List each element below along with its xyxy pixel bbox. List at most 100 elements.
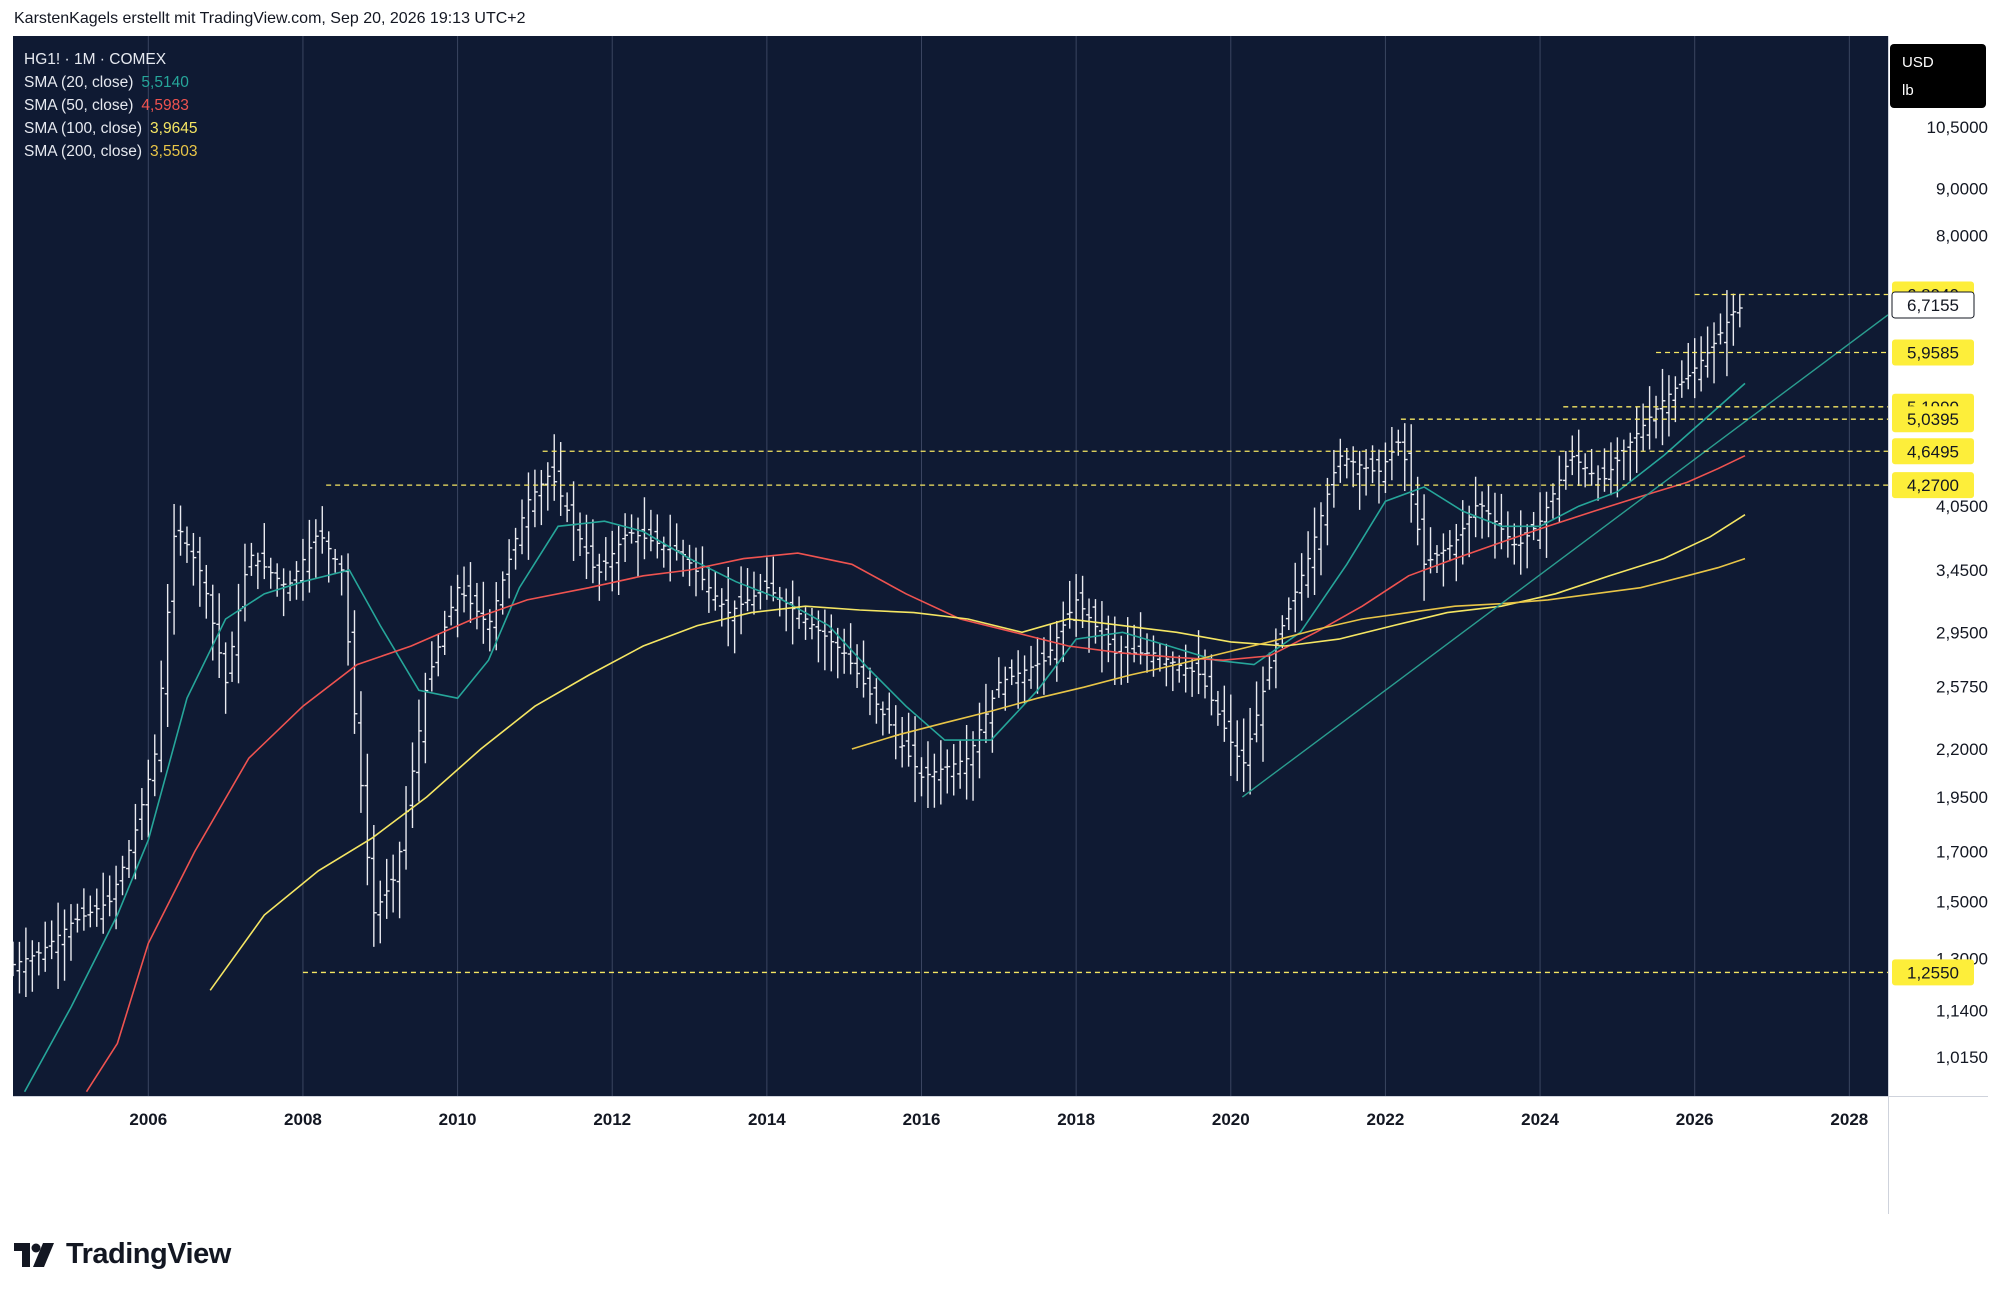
ohlc-bar: [164, 584, 171, 728]
ohlc-bar: [190, 532, 197, 586]
ohlc-bar: [1724, 290, 1730, 377]
ohlc-bar: [1382, 442, 1389, 494]
ohlc-bar: [731, 600, 738, 654]
ohlc-bar: [261, 523, 268, 580]
chart-canvas[interactable]: 2006 2008 2010 2012 2014 2016 2018 2020 2022 2024…: [13, 36, 1988, 1214]
ohlc-bar: [1556, 455, 1563, 523]
ohlc-bar: [1330, 449, 1337, 508]
ohlc-bar: [1388, 427, 1395, 481]
ohlc-bar: [1169, 651, 1176, 692]
ohlc-bar: [660, 536, 667, 568]
legend-sma-100-label: SMA (100, close): [24, 120, 143, 137]
ohlc-bar: [1221, 685, 1228, 742]
ohlc-bar: [860, 640, 867, 698]
ohlc-bar: [396, 841, 403, 919]
ohlc-bar: [209, 584, 216, 661]
ohlc-bar: [538, 469, 545, 526]
ohlc-bar: [1227, 694, 1234, 776]
ohlc-bar: [383, 858, 390, 919]
ohlc-bar: [635, 517, 641, 577]
ohlc-bar: [796, 596, 802, 629]
level-price-label: 5,0395: [1892, 406, 1974, 433]
ohlc-bar: [16, 941, 23, 994]
ohlc-bar: [1086, 598, 1092, 653]
legend-sma-20[interactable]: SMA (20, close) 5,5140: [24, 71, 197, 94]
ohlc-bar: [499, 571, 506, 615]
trendline: [1241, 314, 1888, 798]
ohlc-bar: [828, 614, 835, 672]
ohlc-bar: [931, 753, 938, 808]
ohlc-bar: [615, 526, 622, 596]
ohlc-bar: [1421, 494, 1427, 601]
ohlc-bar: [937, 740, 944, 805]
ohlc-bar: [1698, 336, 1705, 392]
ohlc-bar: [789, 580, 796, 645]
ohlc-bar: [13, 941, 16, 977]
level-price-label-text: 4,2700: [1907, 476, 1959, 495]
ohlc-bar: [1234, 720, 1241, 782]
legend-sma-50[interactable]: SMA (50, close) 4,5983: [24, 94, 197, 117]
legend-sma-200-label: SMA (200, close): [24, 143, 143, 160]
measure-unit[interactable]: lb: [1902, 82, 1914, 99]
tradingview-logo[interactable]: TradingView: [14, 1238, 231, 1271]
ohlc-bar: [325, 531, 332, 583]
plot-layer: [13, 36, 1888, 1096]
ohlc-bar: [873, 678, 880, 724]
ohlc-bar: [55, 902, 62, 989]
level-price-label-text: 5,9585: [1907, 344, 1959, 363]
ohlc-bar: [1214, 690, 1221, 726]
ohlc-bar: [744, 568, 751, 612]
ohlc-bar: [1176, 655, 1183, 683]
ohlc-bar: [519, 499, 525, 555]
ohlc-bar: [22, 927, 29, 998]
x-tick-label: 2006: [129, 1110, 167, 1129]
ohlc-bar: [68, 904, 74, 961]
ohlc-bar: [1633, 406, 1640, 473]
ohlc-bar: [441, 610, 448, 655]
ohlc-bar: [300, 538, 306, 601]
ohlc-bar: [1453, 523, 1460, 582]
ohlc-bar: [1131, 624, 1138, 663]
chart-frame[interactable]: 2006 2008 2010 2012 2014 2016 2018 2020 2022 2024…: [13, 36, 1988, 1214]
ohlc-bar: [841, 628, 848, 674]
ohlc-bar: [203, 564, 210, 619]
ohlc-bar: [145, 759, 152, 838]
ohlc-bar: [184, 526, 190, 563]
ohlc-bar: [602, 537, 609, 581]
ohlc-bar: [1569, 435, 1576, 476]
unit-selector[interactable]: USD lb: [1890, 44, 1986, 108]
ohlc-bar: [641, 497, 648, 560]
ohlc-bar: [1608, 442, 1614, 496]
ohlc-bar: [364, 753, 371, 886]
ohlc-bar: [474, 582, 480, 630]
ohlc-bar: [1047, 623, 1054, 666]
ohlc-bar: [525, 472, 532, 560]
ohlc-bar: [1253, 681, 1260, 743]
ohlc-bar: [1479, 491, 1485, 539]
x-tick-label: 2020: [1212, 1110, 1250, 1129]
ohlc-bar: [551, 434, 558, 501]
ohlc-bar: [467, 562, 474, 623]
x-tick-label: 2028: [1830, 1110, 1868, 1129]
ohlc-bar: [1498, 493, 1505, 550]
ohlc-bar: [358, 691, 364, 813]
legend-sma-100[interactable]: SMA (100, close) 3,9645: [24, 117, 197, 140]
last-price-label: 6,7155: [1891, 291, 1975, 319]
last-price-label-text: 6,7155: [1907, 296, 1959, 315]
ohlc-bar: [1240, 718, 1247, 792]
y-tick-label: 1,9500: [1936, 788, 1988, 807]
ohlc-bar: [1189, 658, 1196, 697]
ohlc-bar: [1685, 342, 1692, 390]
ohlc-bar: [80, 888, 87, 931]
ohlc-bar: [87, 895, 94, 928]
ohlc-bar: [1266, 652, 1273, 690]
ohlc-bar: [1272, 628, 1279, 689]
y-tick-label: 8,0000: [1936, 226, 1988, 245]
ohlc-bar: [557, 442, 564, 516]
ohlc-bar: [654, 514, 661, 559]
ohlc-bar: [274, 563, 281, 597]
currency-unit[interactable]: USD: [1902, 54, 1934, 71]
x-tick-label: 2022: [1367, 1110, 1405, 1129]
legend-sma-200[interactable]: SMA (200, close) 3,5503: [24, 140, 197, 163]
legend-symbol[interactable]: HG1! · 1M · COMEX: [24, 51, 167, 68]
